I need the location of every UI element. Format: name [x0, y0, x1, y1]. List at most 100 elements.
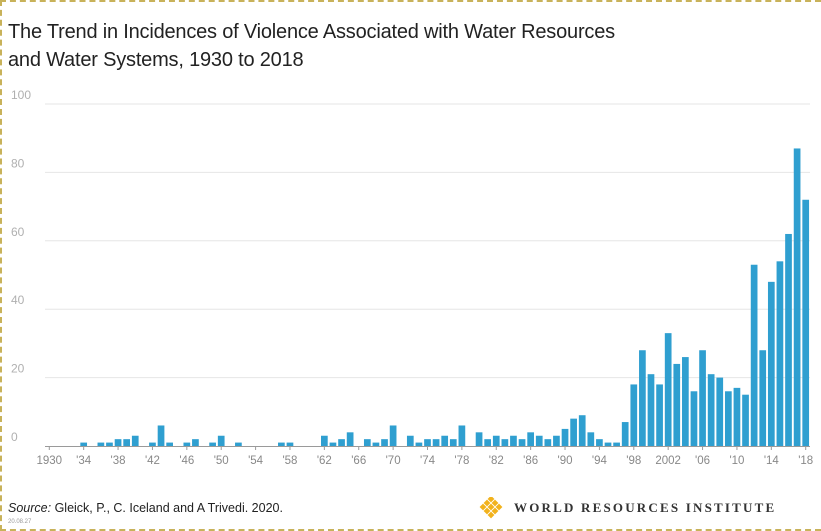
source-note: Source: Gleick, P., C. Iceland and A Tri… — [8, 501, 283, 515]
bar-2007 — [707, 374, 715, 446]
bar-1994 — [596, 439, 603, 446]
bar-2013 — [759, 350, 767, 446]
bar-2016 — [785, 233, 792, 446]
corner-stamp: 20.08.27 — [8, 519, 32, 525]
bar-1980 — [475, 432, 483, 446]
wri-logo-icon — [479, 497, 503, 519]
bar-2014 — [767, 281, 775, 446]
bar-1950 — [217, 435, 225, 446]
x-tick-label-1990: '90 — [558, 455, 573, 467]
bar-1942 — [149, 442, 156, 446]
source-label: Source: — [8, 501, 52, 515]
bar-1996 — [613, 442, 620, 446]
bar-1973 — [415, 442, 423, 446]
y-tick-label-20: 20 — [11, 362, 25, 376]
bar-1990 — [561, 428, 569, 446]
bar-2008 — [716, 377, 724, 446]
brand-name: WORLD RESOURCES INSTITUTE — [514, 500, 777, 515]
bar-2015 — [776, 261, 784, 446]
bar-1983 — [501, 439, 509, 446]
bar-1939 — [123, 439, 131, 446]
x-tick-label-1986: '86 — [523, 455, 538, 467]
y-tick-label-80: 80 — [11, 156, 25, 170]
bar-1949 — [209, 442, 216, 446]
bar-1976 — [441, 435, 449, 446]
bar-1965 — [346, 432, 354, 446]
chart-title-line-1: The Trend in Incidences of Violence Asso… — [8, 21, 615, 43]
bar-2005 — [690, 391, 698, 446]
bar-1977 — [449, 439, 457, 446]
x-tick-label-2010: '10 — [729, 455, 744, 467]
bar-2017 — [793, 148, 801, 446]
x-tick-label-1938: '38 — [111, 455, 126, 467]
x-tick-label-2006: '06 — [695, 455, 710, 467]
y-tick-label-40: 40 — [11, 293, 25, 307]
y-tick-label-60: 60 — [11, 225, 25, 239]
bar-1988 — [544, 439, 552, 446]
bar-1974 — [424, 439, 431, 446]
wri-brand: WORLD RESOURCES INSTITUTE — [478, 496, 776, 520]
bar-1962 — [321, 435, 328, 446]
x-tick-label-2018: '18 — [798, 455, 813, 467]
bar-1985 — [518, 439, 526, 446]
bar-1981 — [484, 439, 492, 446]
bar-1957 — [278, 442, 285, 446]
bar-1984 — [510, 435, 517, 446]
bar-1972 — [406, 435, 414, 446]
bar-2002 — [664, 333, 672, 446]
bar-1958 — [286, 442, 294, 446]
bar-2018 — [802, 199, 810, 446]
bar-1936 — [97, 442, 105, 446]
bar-1938 — [114, 439, 122, 446]
bar-1968 — [372, 442, 380, 446]
x-tick-label-1962: '62 — [317, 455, 332, 467]
bar-1963 — [329, 442, 337, 446]
bar-2000 — [647, 374, 655, 446]
bar-2003 — [673, 363, 681, 446]
bar-1952 — [235, 442, 242, 446]
bar-1993 — [587, 432, 595, 446]
x-tick-label-1970: '70 — [386, 455, 401, 467]
x-tick-label-1966: '66 — [351, 455, 366, 467]
bar-1982 — [492, 435, 500, 446]
x-tick-label-1954: '54 — [248, 455, 264, 467]
x-tick-label-1934: '34 — [76, 455, 92, 467]
bar-1946 — [183, 442, 191, 446]
x-tick-label-2014: '14 — [764, 455, 780, 467]
bar-1992 — [578, 415, 586, 446]
x-tick-label-1994: '94 — [592, 455, 608, 467]
bar-1934 — [80, 442, 88, 446]
x-tick-label-1946: '46 — [179, 455, 194, 467]
bar-2004 — [682, 357, 689, 446]
bar-1940 — [131, 435, 139, 446]
bar-1991 — [570, 418, 577, 446]
bar-1978 — [458, 425, 466, 446]
bar-1997 — [621, 422, 629, 446]
y-tick-label-100: 100 — [11, 88, 31, 102]
chart-title-line-2: and Water Systems, 1930 to 2018 — [8, 49, 304, 71]
x-tick-label-1950: '50 — [214, 455, 229, 467]
bar-1943 — [157, 425, 165, 446]
bar-2012 — [750, 264, 758, 446]
x-tick-label-1958: '58 — [282, 455, 297, 467]
y-tick-label-0: 0 — [11, 430, 18, 444]
bar-2001 — [656, 384, 663, 446]
bar-2006 — [699, 350, 706, 446]
source-citation: Gleick, P., C. Iceland and A Trivedi. 20… — [51, 501, 283, 515]
bar-1987 — [535, 435, 543, 446]
bar-1947 — [192, 439, 199, 446]
bar-2009 — [724, 391, 732, 446]
chart-title: The Trend in Incidences of Violence Asso… — [8, 18, 708, 74]
x-tick-label-1998: '98 — [626, 455, 641, 467]
bar-1970 — [389, 425, 397, 446]
bar-1944 — [166, 442, 173, 446]
x-tick-label-1974: '74 — [420, 455, 436, 467]
bar-1969 — [381, 439, 388, 446]
bar-1937 — [106, 442, 113, 446]
x-tick-label-1930: 1930 — [37, 455, 63, 467]
x-tick-label-1978: '78 — [454, 455, 469, 467]
x-tick-label-1942: '42 — [145, 455, 160, 467]
bar-1998 — [630, 384, 638, 446]
bar-1995 — [604, 442, 612, 446]
